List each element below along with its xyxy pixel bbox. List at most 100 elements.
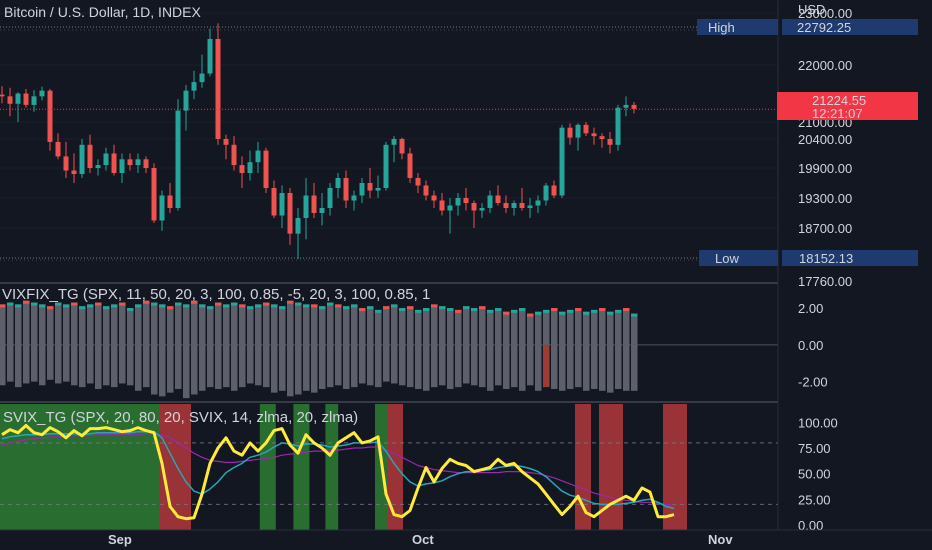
vixfix-bar-down (143, 344, 150, 388)
vixfix-bar-down (279, 344, 286, 391)
vixfix-bar-down (319, 344, 326, 389)
vixfix-bar-cap (167, 306, 174, 310)
vixfix-bar-cap (479, 306, 486, 310)
vixfix-bar-cap (215, 302, 222, 306)
vixfix-bar-cap (471, 308, 478, 312)
vixfix-bar-down (463, 344, 470, 384)
vixfix-bar-up (311, 304, 318, 345)
candle-body (87, 144, 93, 168)
price-tick-label: 19900.00 (798, 161, 852, 176)
vixfix-bar-up (143, 300, 150, 345)
last-price-badge: 21224.55 12:21:07 (777, 92, 918, 121)
vixfix-bar-up (15, 304, 22, 345)
time-tick-label: Nov (708, 532, 733, 547)
vixfix-bar-cap (351, 304, 358, 308)
vixfix-bar-up (239, 304, 246, 345)
vixfix-bar-down (439, 344, 446, 386)
vixfix-bar-cap (527, 313, 534, 317)
vixfix-bar-cap (415, 309, 422, 313)
vixfix-bar-cap (175, 302, 182, 306)
candle-body (15, 93, 21, 104)
vixfix-bar-cap (303, 304, 310, 308)
vixfix-bar-cap (263, 302, 270, 306)
vixfix-bar-up (559, 311, 566, 345)
vixfix-bar-up (599, 308, 606, 345)
vixfix-bar-cap (247, 306, 254, 310)
candle-body (39, 90, 45, 97)
vixfix-bar-up (271, 304, 278, 345)
vixfix-bar-down (375, 344, 382, 388)
vixfix-bar-down (247, 344, 254, 384)
candle-body (631, 104, 637, 109)
vixfix-bar-up (551, 308, 558, 345)
vixfix-bar-cap (431, 304, 438, 308)
vixfix-bar-cap (583, 311, 590, 315)
vixfix-bar-up (367, 306, 374, 345)
vixfix-bar-down (263, 344, 270, 388)
vixfix-bar-cap (327, 302, 334, 306)
low-badge: Low 18152.13 (699, 250, 918, 266)
vixfix-bar-up (495, 308, 502, 345)
candle-body (287, 193, 293, 234)
vixfix-bar-down (119, 344, 126, 384)
candle-body (231, 144, 237, 166)
vixfix-bar-up (343, 306, 350, 345)
vixfix-bar-up (223, 304, 230, 345)
vixfix-bar-down (527, 344, 534, 386)
vixfix-bar-down (23, 344, 30, 384)
candle-body (327, 188, 333, 208)
candle-body (79, 144, 85, 174)
vixfix-bar-cap (231, 302, 238, 306)
time-axis[interactable]: Sep Oct Nov (0, 529, 932, 550)
vixfix-bar-down (255, 344, 262, 386)
price-axis[interactable]: USD 23000.0022000.0021000.0020400.001990… (697, 0, 932, 533)
vixfix-bar-up (431, 304, 438, 345)
vixfix-bar-cap (279, 306, 286, 310)
candle-body (263, 150, 269, 188)
vixfix-bar-up (79, 306, 86, 345)
vixfix-bar-up (215, 302, 222, 345)
vixfix-bar-down (239, 344, 246, 388)
svix-zone-green (325, 404, 339, 530)
candle-body (559, 127, 565, 196)
candle-body (391, 139, 397, 145)
candle-body (583, 124, 589, 134)
vixfix-bar-down (295, 344, 302, 395)
vixfix-bar-up (175, 302, 182, 345)
candle-body (135, 159, 141, 166)
vixfix-bar-up (303, 304, 310, 345)
candle-body (119, 159, 125, 173)
vixfix-bar-up (0, 304, 6, 345)
vixfix-bar-down (287, 344, 294, 397)
vixfix-bar-up (383, 306, 390, 345)
vixfix-bar-up (55, 302, 62, 345)
vixfix-bar-cap (335, 304, 342, 308)
vixfix-bar-up (591, 309, 598, 345)
candle-body (479, 208, 485, 211)
vixfix-bar-up (399, 308, 406, 345)
vixfix-bar-cap (311, 304, 318, 308)
svix-pane[interactable]: SVIX_TG (SPX, 20, 80, 20, SVIX, 14, zlma… (0, 404, 778, 530)
candle-body (7, 96, 13, 104)
vixfix-tick-label: 2.00 (798, 301, 823, 316)
vixfix-bar-cap (367, 306, 374, 310)
vixfix-bar-up (479, 306, 486, 345)
candle-body (127, 159, 133, 166)
candle-body (31, 96, 37, 105)
grid-lines (0, 12, 932, 403)
price-pane[interactable]: Bitcoin / U.S. Dollar, 1D, INDEX (0, 4, 778, 260)
vixfix-bar-up (455, 309, 462, 345)
vixfix-bar-cap (87, 304, 94, 308)
vixfix-bar-down (407, 344, 414, 388)
vixfix-bar-down (591, 344, 598, 389)
vixfix-bar-cap (359, 308, 366, 312)
vixfix-bar-down (199, 344, 206, 391)
vixfix-bar-up (247, 306, 254, 345)
vixfix-bar-up (631, 313, 638, 345)
vixfix-pane[interactable]: VIXFIX_TG (SPX, 11, 50, 20, 3, 100, 0.85… (0, 286, 778, 399)
candle-body (23, 93, 29, 105)
vixfix-bar-cap (519, 308, 526, 312)
candle-body (511, 203, 517, 208)
vixfix-bar-down (455, 344, 462, 388)
vixfix-bar-up (487, 309, 494, 345)
